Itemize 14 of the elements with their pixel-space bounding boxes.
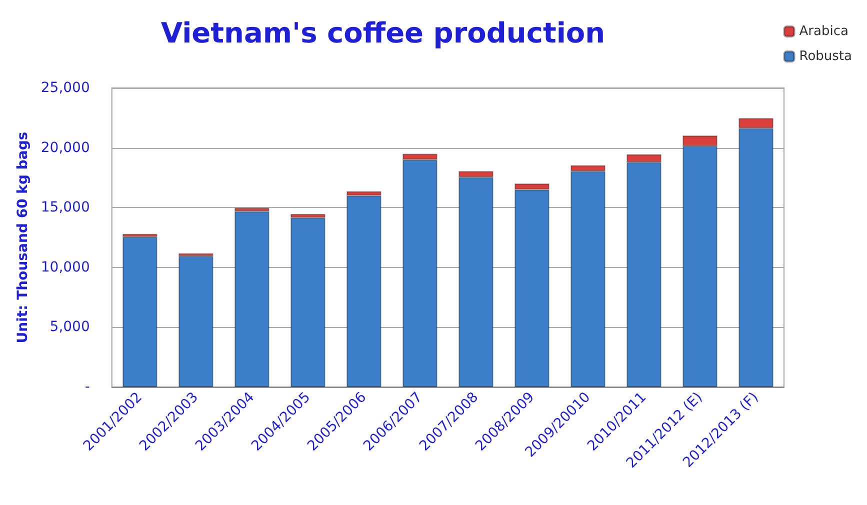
legend-label: Arabica (799, 24, 848, 39)
bar (234, 211, 270, 387)
y-tick-label: - (84, 379, 90, 395)
bar (122, 236, 158, 387)
y-tick-label: 25,000 (40, 80, 90, 96)
bar (290, 218, 326, 387)
bar (178, 256, 214, 387)
chart-title: Vietnam's coffee production (160, 16, 606, 50)
legend-label: Robusta (799, 49, 852, 64)
y-tick-label: 10,000 (40, 259, 90, 276)
y-axis-title: Unit: Thousand 60 kg bags (15, 132, 31, 344)
y-tick-label: 5,000 (50, 319, 90, 336)
y-tick-label: 15,000 (40, 200, 90, 216)
y-tick-label: 20,000 (40, 140, 90, 156)
